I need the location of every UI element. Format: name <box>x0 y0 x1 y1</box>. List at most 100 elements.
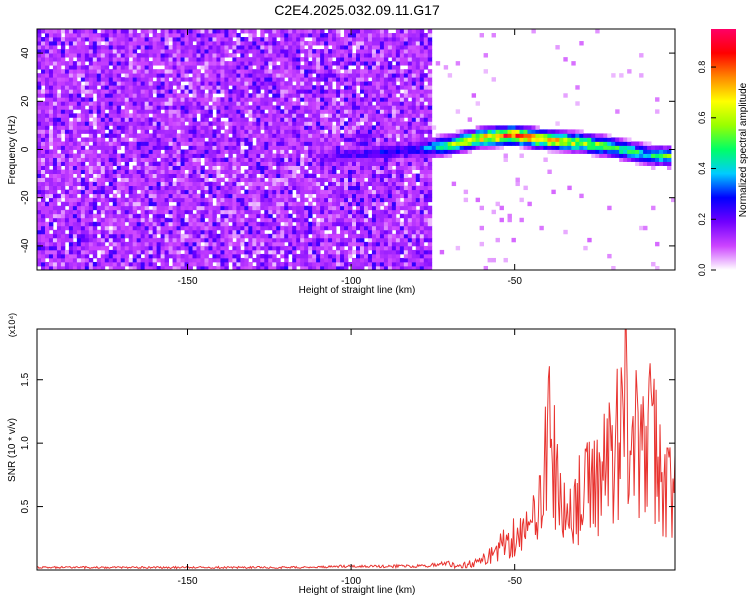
heatmap-cell <box>84 121 90 126</box>
heatmap-cell <box>387 249 393 255</box>
heatmap-cell <box>236 225 241 231</box>
heatmap-cell <box>387 125 393 130</box>
heatmap-cell <box>84 225 90 231</box>
heatmap-cell <box>52 65 58 70</box>
heatmap-cell <box>72 117 78 122</box>
heatmap-cell <box>132 149 138 154</box>
heatmap-cell <box>324 97 329 102</box>
heatmap-cell <box>284 41 289 46</box>
heatmap-cell <box>37 101 42 106</box>
heatmap-cell <box>208 49 213 54</box>
heatmap-cell <box>256 185 261 191</box>
heatmap-cell <box>64 233 70 239</box>
heatmap-cell <box>124 165 130 170</box>
heatmap-cell <box>284 225 289 231</box>
heatmap-cell <box>200 117 205 122</box>
heatmap-cell <box>180 153 185 158</box>
heatmap-cell <box>108 177 114 183</box>
heatmap-cell <box>92 29 98 34</box>
heatmap-cell <box>40 65 46 70</box>
heatmap-cell <box>172 193 177 199</box>
heatmap-cell <box>40 121 46 126</box>
heatmap-cell <box>176 81 181 86</box>
heatmap-cell <box>64 33 70 38</box>
heatmap-cell <box>88 93 94 98</box>
heatmap-cell <box>92 141 98 146</box>
heatmap-cell <box>37 73 42 78</box>
heatmap-cell <box>387 129 393 134</box>
heatmap-cell <box>224 209 229 215</box>
heatmap-cell <box>280 237 285 243</box>
heatmap-cell <box>367 261 373 267</box>
heatmap-cell <box>379 141 385 146</box>
heatmap-cell <box>196 69 201 74</box>
heatmap-cell <box>188 121 193 126</box>
heatmap-cell <box>328 69 333 74</box>
heatmap-cell <box>88 85 94 90</box>
heatmap-cell <box>272 177 277 183</box>
heatmap-cell <box>184 113 189 118</box>
heatmap-cell <box>208 93 213 98</box>
heatmap-cell <box>84 181 90 187</box>
heatmap-cell <box>320 221 325 227</box>
heatmap-cell <box>320 165 325 170</box>
heatmap-cell <box>204 41 209 46</box>
heatmap-cell <box>204 209 209 215</box>
heatmap-cell <box>76 133 82 138</box>
heatmap-cell <box>64 113 70 118</box>
heatmap-cell <box>112 69 118 74</box>
heatmap-cell <box>40 41 46 46</box>
heatmap-cell <box>160 173 165 179</box>
heatmap-cell <box>156 189 162 195</box>
heatmap-cell <box>40 61 46 66</box>
heatmap-cell <box>88 49 94 54</box>
heatmap-cell <box>312 129 317 134</box>
heatmap-cell <box>92 221 98 227</box>
heatmap-cell <box>72 185 78 191</box>
heatmap-cell <box>367 97 373 102</box>
heatmap-cell <box>208 229 213 235</box>
heatmap-cell <box>184 185 189 191</box>
heatmap-cell <box>387 261 393 267</box>
heatmap-cell <box>220 69 225 74</box>
heatmap-cell <box>216 33 221 38</box>
heatmap-cell <box>204 125 209 130</box>
heatmap-cell <box>48 181 54 187</box>
heatmap-cell <box>248 213 253 219</box>
heatmap-cell <box>252 53 257 58</box>
heatmap-cell <box>328 189 333 195</box>
heatmap-cell <box>348 189 353 195</box>
heatmap-cell <box>72 29 78 34</box>
heatmap-cell <box>76 181 82 187</box>
heatmap-cell <box>172 133 177 138</box>
heatmap-cell <box>56 129 62 134</box>
heatmap-cell <box>276 249 281 255</box>
heatmap-cell <box>352 57 357 62</box>
heatmap-cell <box>336 261 341 267</box>
heatmap-cell <box>228 113 233 118</box>
heatmap-cell <box>312 153 317 158</box>
heatmap-cell <box>244 193 249 199</box>
heatmap-cell <box>120 177 126 183</box>
heatmap-cell <box>324 117 329 122</box>
heatmap-cell <box>248 73 253 78</box>
heatmap-cell <box>44 153 50 158</box>
heatmap-cell <box>332 89 337 94</box>
heatmap-cell <box>379 89 385 94</box>
heatmap-cell <box>296 221 301 227</box>
heatmap-cell <box>88 209 94 215</box>
heatmap-cell <box>92 89 98 94</box>
heatmap-cell <box>164 225 169 231</box>
heatmap-cell <box>224 81 229 86</box>
heatmap-cell <box>308 29 313 34</box>
heatmap-cell <box>48 33 54 38</box>
heatmap-cell <box>236 69 241 74</box>
heatmap-cell <box>312 29 317 34</box>
heatmap-cell <box>132 37 138 42</box>
heatmap-cell <box>296 141 301 146</box>
heatmap-cell <box>359 253 365 259</box>
heatmap-cell <box>176 85 181 90</box>
heatmap-cell <box>144 81 150 86</box>
heatmap-cell <box>160 177 165 183</box>
heatmap-cell <box>188 29 193 34</box>
